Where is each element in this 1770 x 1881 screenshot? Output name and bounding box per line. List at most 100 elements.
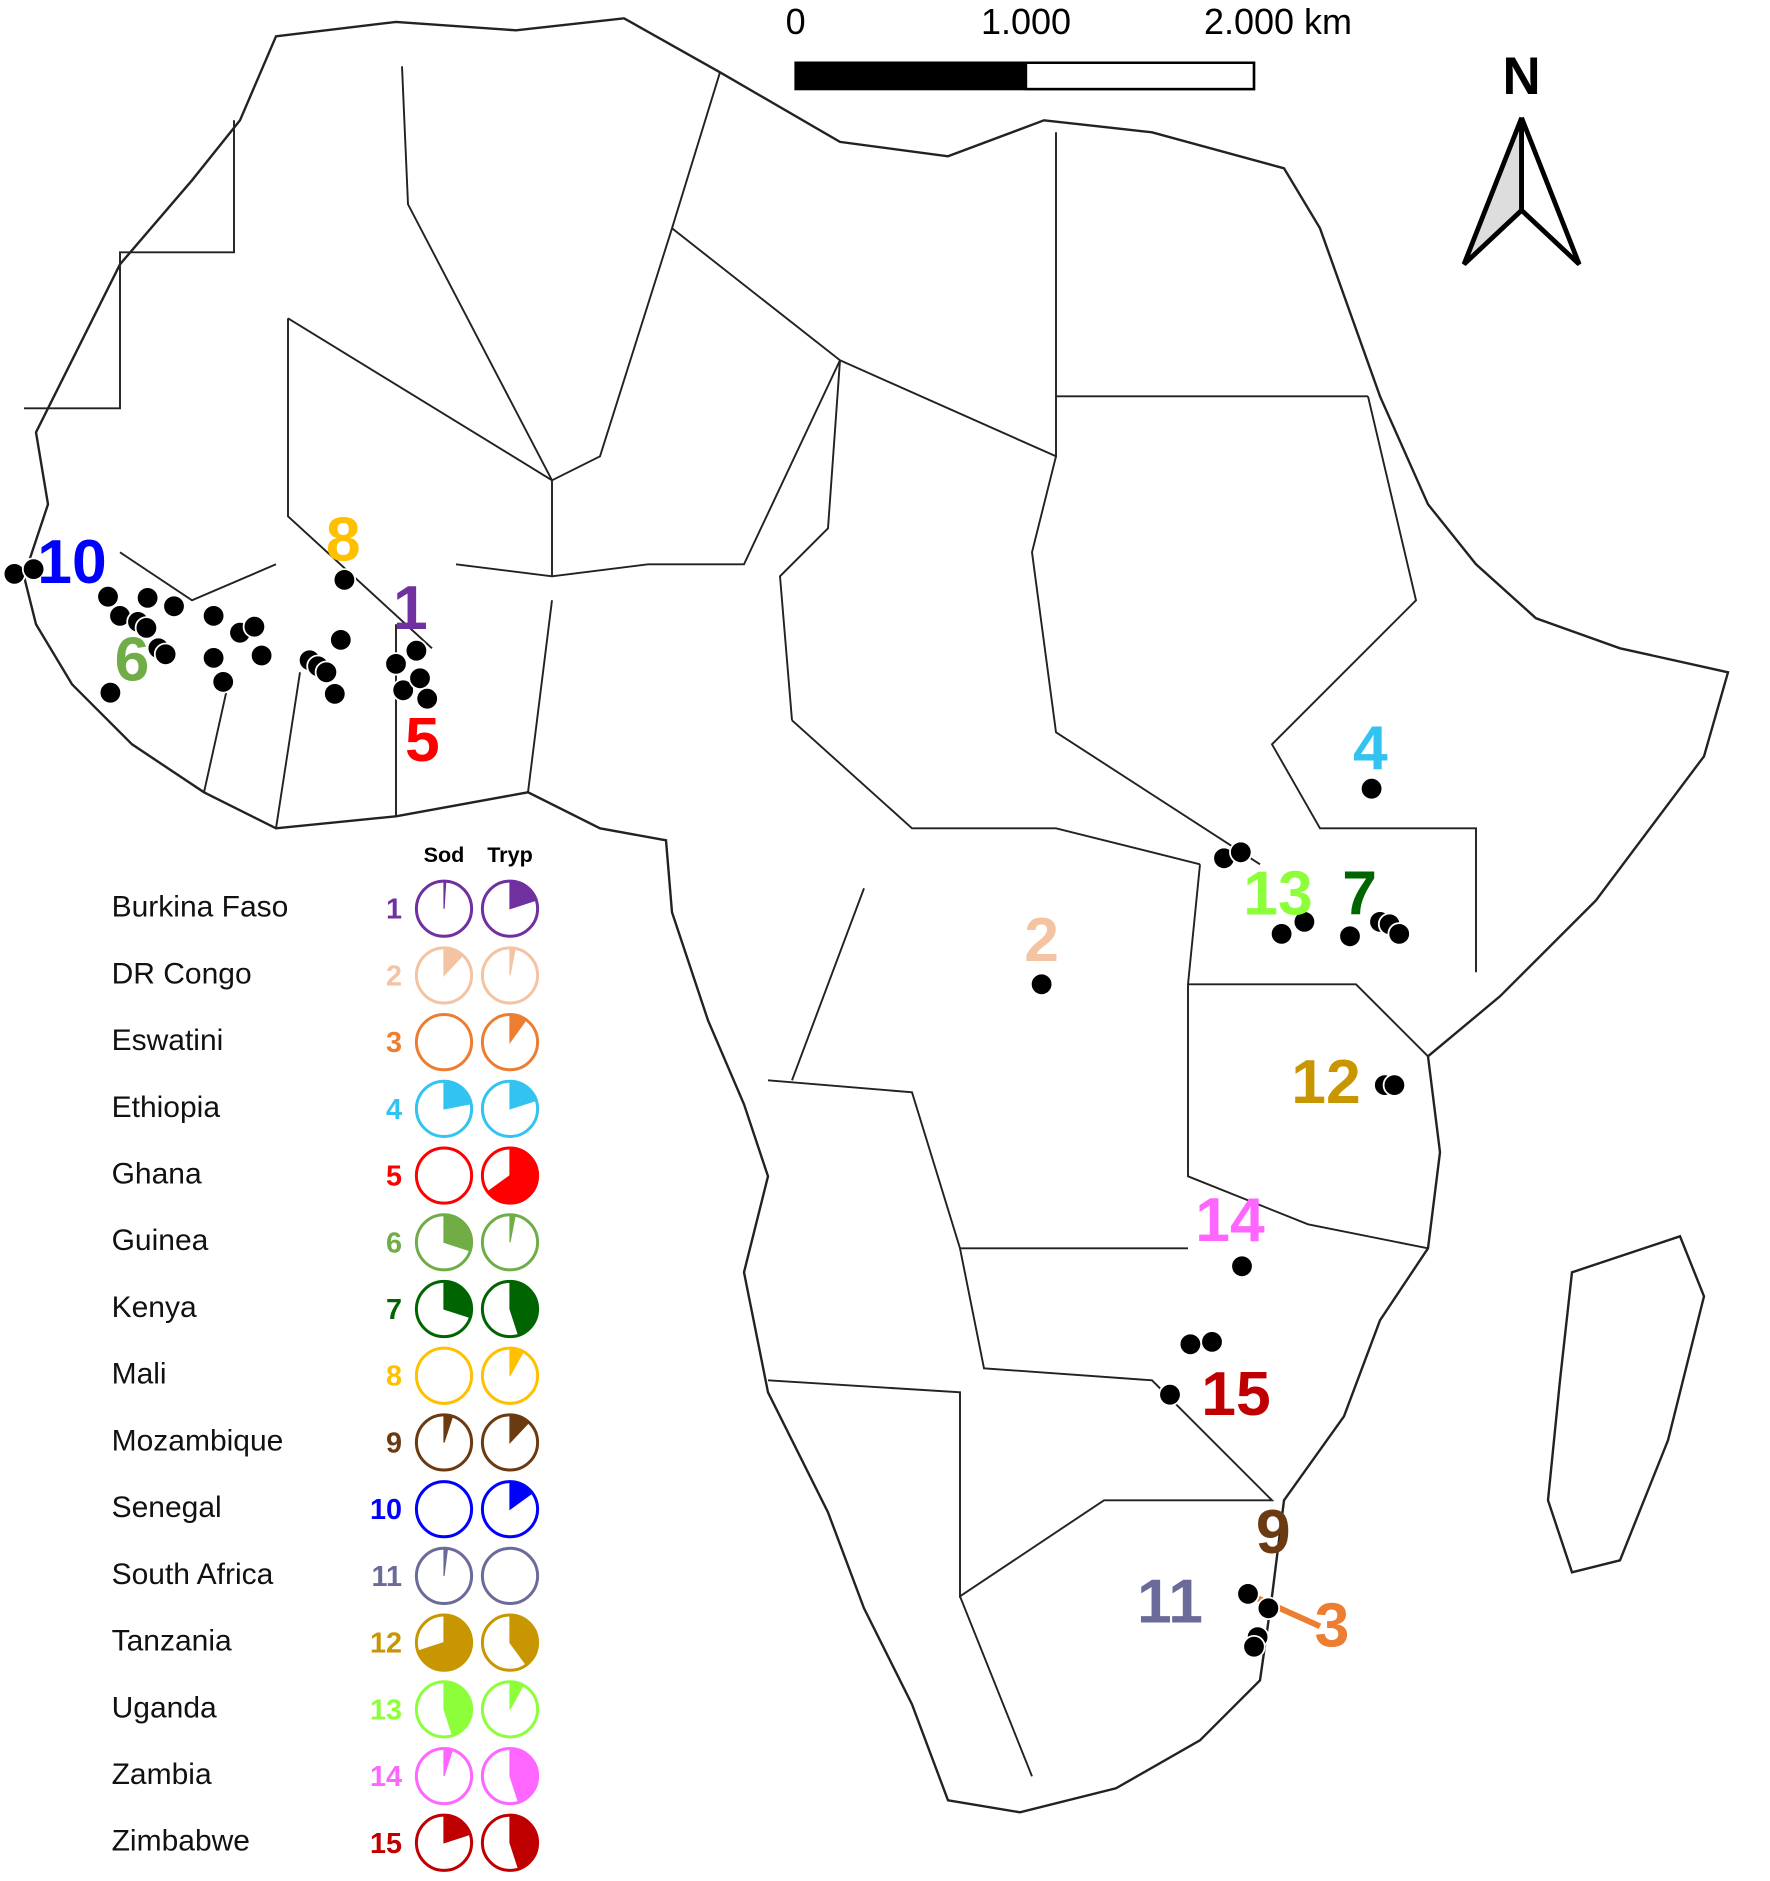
sample-site — [384, 652, 408, 676]
map-label: 5 — [405, 706, 440, 775]
country-name: Mali — [112, 1358, 167, 1391]
sample-site — [201, 646, 226, 670]
sample-site — [323, 682, 347, 706]
pie-slice — [443, 1280, 473, 1319]
pie-outline — [414, 1480, 474, 1539]
pie-slice — [416, 1614, 473, 1671]
legend-number: 11 — [372, 1561, 402, 1593]
pie-slice — [509, 1747, 539, 1804]
sample-site — [314, 660, 339, 684]
north-arrow-right — [1519, 117, 1582, 267]
map-label: 2 — [1024, 906, 1059, 975]
sample-site — [1338, 924, 1362, 948]
country-name: South Africa — [112, 1558, 274, 1591]
map-label: 4 — [1353, 714, 1388, 783]
sample-site — [415, 686, 439, 711]
pie-slice — [509, 1681, 525, 1710]
country-name: Kenya — [112, 1291, 197, 1324]
country-name: Zambia — [112, 1758, 212, 1791]
sample-site — [1269, 922, 1294, 946]
pie-slice — [509, 1214, 516, 1243]
sample-site — [1229, 840, 1253, 864]
map-label: 15 — [1201, 1360, 1270, 1429]
pie-slice — [443, 1547, 449, 1576]
sample-site — [242, 614, 267, 639]
pie-slice — [443, 1214, 473, 1252]
country-name: Ghana — [112, 1158, 202, 1191]
scale-label: 2.000 km — [1204, 1, 1352, 42]
pie-slice — [443, 1681, 473, 1737]
sample-site — [153, 642, 178, 666]
scale-bar-white — [1024, 61, 1256, 91]
legend-number: 5 — [386, 1161, 402, 1193]
legend-number: 3 — [386, 1027, 402, 1059]
sample-site — [1242, 1634, 1266, 1659]
sample-site — [1200, 1330, 1224, 1354]
scale-label: 0 — [786, 1, 806, 42]
sample-site — [1382, 1073, 1407, 1097]
leader-line — [1246, 1591, 1322, 1630]
sample-site — [1292, 910, 1317, 934]
legend-number: 2 — [386, 960, 402, 992]
sample-site — [96, 584, 120, 609]
legend-number: 13 — [370, 1694, 402, 1726]
pie-slice — [509, 1080, 538, 1110]
sample-site — [1359, 776, 1384, 801]
country-name: Eswatini — [112, 1024, 224, 1057]
pie-slice — [509, 1280, 539, 1337]
map-label: 6 — [115, 625, 150, 694]
map-label: 10 — [37, 528, 106, 597]
sample-site — [1256, 1596, 1281, 1620]
legend-header: Sod — [424, 842, 465, 867]
pie-slice — [509, 1013, 528, 1044]
sample-site — [201, 604, 226, 628]
country-name: Burkina Faso — [112, 891, 289, 924]
pie-slice — [443, 1747, 454, 1777]
map-label: 9 — [1256, 1498, 1291, 1567]
legend-number: 6 — [386, 1227, 402, 1259]
legend-number: 4 — [386, 1094, 402, 1126]
legend-number: 15 — [370, 1828, 402, 1860]
sample-site — [1158, 1382, 1182, 1407]
north-arrow-left — [1461, 117, 1524, 267]
pie-slice — [443, 947, 464, 977]
country-name: Zimbabwe — [112, 1825, 250, 1858]
map-label: 8 — [326, 505, 361, 574]
sample-site — [332, 568, 357, 592]
sample-site — [135, 586, 160, 610]
pie-slice — [509, 1480, 534, 1511]
sample-site — [134, 616, 159, 640]
sample-site — [162, 594, 186, 618]
country-borders — [24, 66, 1477, 1777]
pie-slice — [509, 1814, 539, 1870]
pie-outline — [480, 1546, 540, 1605]
pie-slice — [443, 1414, 454, 1443]
country-name: Ethiopia — [112, 1091, 221, 1124]
map-label: 1 — [393, 574, 428, 643]
pie-slice — [443, 1814, 472, 1844]
sample-site — [408, 666, 432, 690]
pie-outline — [414, 1146, 474, 1205]
map-label: 13 — [1243, 859, 1312, 928]
map-label: 7 — [1342, 859, 1377, 928]
country-name: Uganda — [112, 1691, 217, 1724]
legend-number: 1 — [386, 894, 402, 926]
scale-bar-frame — [794, 61, 1256, 91]
sample-site — [391, 678, 415, 702]
pie-outline — [414, 1013, 474, 1072]
pie-slice — [509, 880, 538, 910]
pie-slice — [486, 1147, 539, 1204]
sample-site — [98, 680, 123, 705]
legend-number: 10 — [370, 1494, 402, 1526]
legend-number: 7 — [386, 1294, 402, 1326]
pie-slice — [509, 947, 516, 976]
map-label: 3 — [1315, 1591, 1350, 1660]
map-label: 14 — [1195, 1186, 1265, 1255]
africa-outline — [22, 17, 1730, 1814]
sample-site — [1387, 922, 1411, 946]
sample-site — [249, 643, 274, 668]
sample-site — [2, 562, 27, 586]
sample-site — [21, 557, 46, 581]
country-name: Mozambique — [112, 1424, 284, 1457]
pie-slice — [443, 1080, 472, 1110]
